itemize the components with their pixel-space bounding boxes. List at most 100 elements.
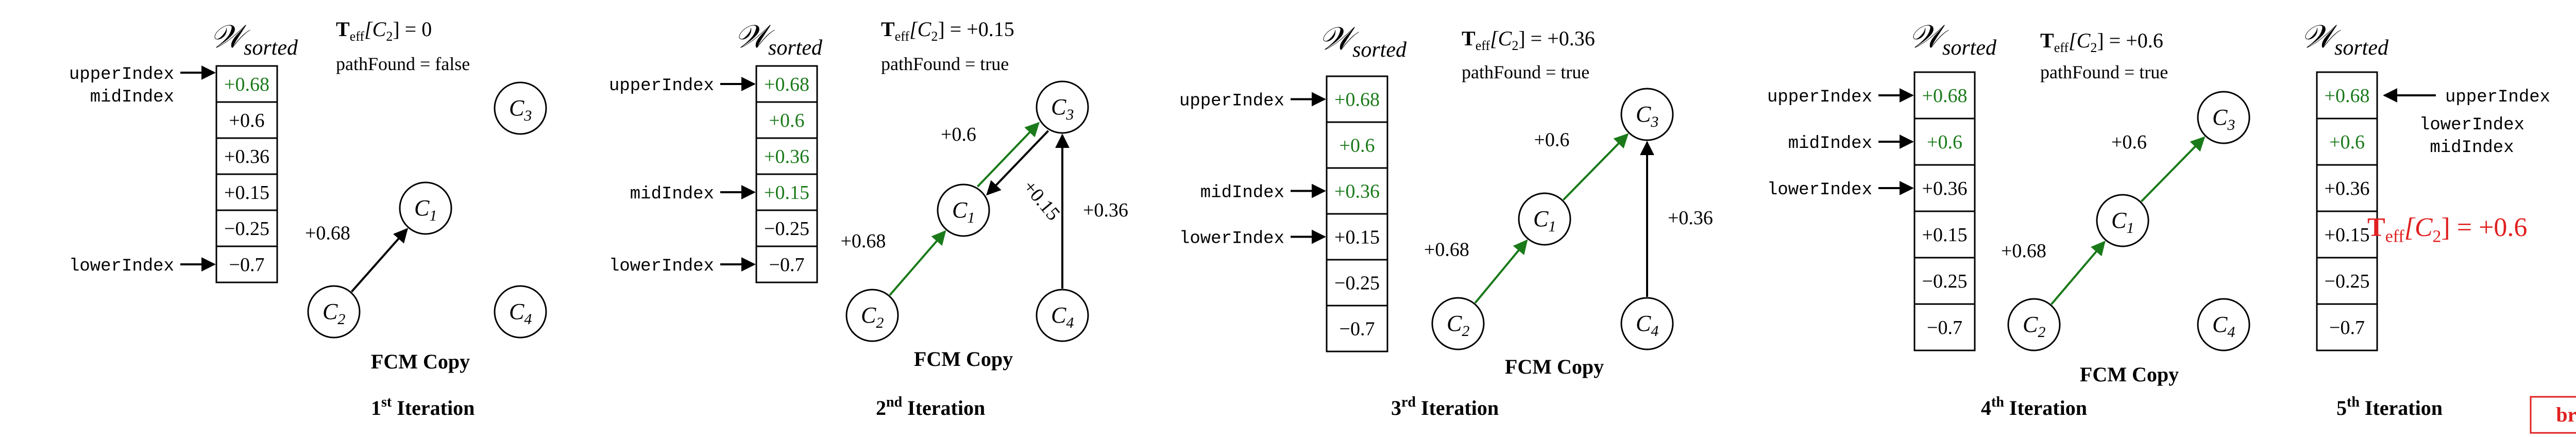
index-pointer-label: midIndex [1788,134,1872,154]
index-pointer-label: upperIndex [1179,92,1284,111]
weights-table-cell [755,245,818,283]
index-pointer-label: lowerIndex [69,257,174,276]
panel-iteration-2: 𝒲sorted Teff[C2] = +0.15 pathFound = true +… [609,18,1128,419]
concept-node-c4 [494,285,547,339]
fcm-copy-label: FCM Copy [371,350,470,373]
panel-iteration-5: 𝒲sorted +0.68 +0.6 +0.36 +0.15 −0.25 −0.7 upper… [2301,20,2576,434]
concept-node-label: C3 [2212,105,2235,133]
concept-node-label: C4 [1636,311,1658,340]
concept-node-label: C2 [861,302,884,331]
weights-sorted-title: 𝒲sorted [1319,22,1407,62]
weights-table-cell [2316,257,2378,305]
fcm-copy-label: FCM Copy [2080,363,2179,386]
weights-table-cell [1326,75,1388,123]
weight-value: −0.7 [2329,317,2365,339]
weight-value: +0.15 [2325,224,2370,246]
teff-value: Teff[C2] = +0.15 [881,18,1014,44]
weight-value: +0.15 [1334,227,1380,248]
path-found-value: pathFound = true [2040,62,2168,82]
edge-weight-label: +0.6 [1534,129,1570,151]
concept-node-label: C1 [1533,206,1556,235]
concept-node-label: C1 [952,197,975,226]
weights-table-cell [1913,164,1976,212]
edge-weight-label: +0.68 [1424,239,1469,261]
index-pointer-label: upperIndex [1767,88,1872,107]
fcm-edge [2140,136,2206,203]
weights-table-cell [1913,303,1976,351]
weights-table-cell [215,173,278,211]
teff-value: Teff[C2] = +0.36 [1462,27,1595,53]
concept-node-c2 [1431,297,1485,350]
weights-sorted-title: 𝒲sorted [1909,20,1997,60]
weight-value: +0.36 [1922,178,1968,199]
weight-value: +0.36 [764,146,809,167]
concept-node-label: C2 [323,299,345,328]
concept-node-c4 [1036,289,1089,342]
panel-iteration-1: 𝒲sorted Teff[C2] = 0 pathFound = false +0.6… [69,18,547,419]
concept-node-c2 [307,285,361,339]
concept-node-c4 [1620,297,1674,350]
weight-value: +0.15 [764,182,809,204]
weights-table: +0.68 +0.6 +0.36 +0.15 −0.25 −0.7 [1913,71,1976,351]
concept-node-c1 [399,181,452,235]
fcm-edge [976,122,1040,188]
concept-node-label: C4 [1051,302,1074,331]
concept-node-label: C2 [1447,311,1469,340]
weight-value: −0.7 [769,254,805,276]
index-pointer-label: lowerIndex [1179,229,1284,249]
fcm-copy-label: FCM Copy [914,347,1013,371]
index-pointer-label: upperIndex [609,76,714,96]
weight-value: −0.25 [224,218,269,240]
fcm-edge [1474,239,1528,304]
index-pointer-label: midIndex [2430,138,2514,158]
break-label: break [2556,403,2576,426]
edge-weight-label: +0.68 [2001,240,2046,262]
weight-value: +0.36 [224,146,269,167]
index-pointer-label: upperIndex [69,65,174,85]
weight-value: +0.68 [764,74,809,95]
iteration-caption: 5th Iteration [2336,394,2443,419]
fcm-edge [889,230,946,296]
concept-node-c3 [494,81,547,135]
weights-sorted-title: 𝒲sorted [735,20,823,60]
weights-table: +0.68 +0.6 +0.36 +0.15 −0.25 −0.7 [2316,71,2378,351]
iteration-caption: 4th Iteration [1981,394,2087,419]
weights-table-cell [2316,303,2378,351]
weights-sorted-title: 𝒲sorted [210,20,298,60]
index-pointer-label: midIndex [90,88,174,107]
weight-value: −0.25 [1922,271,1968,292]
edge-weight-label: +0.36 [1668,207,1713,229]
concept-node-c2 [845,289,899,342]
weight-value: +0.68 [1922,85,1968,107]
index-pointer-label: midIndex [630,184,714,204]
iteration-caption: 2nd Iteration [876,394,985,419]
concept-node-label: C4 [509,299,532,328]
concept-node-c1 [1518,192,1571,246]
edge-weight-label: +0.6 [941,124,976,145]
index-pointer-label: lowerIndex [1767,180,1872,200]
concept-node-c4 [2197,298,2250,351]
concept-node-c3 [1620,88,1674,141]
weight-value: −0.7 [229,254,265,276]
weights-table-cell [215,65,278,103]
weight-value: +0.6 [769,110,805,131]
iteration-caption: 1st Iteration [371,394,474,419]
fcm-edge [1562,133,1629,201]
weight-value: +0.15 [224,182,269,204]
path-found-value: pathFound = true [881,54,1009,74]
path-found-value: pathFound = false [336,54,470,74]
index-pointer-label: midIndex [1200,183,1284,203]
concept-node-label: C3 [1636,102,1658,130]
weights-table-cell [755,209,818,247]
teff-value: Teff[C2] = +0.6 [2040,29,2163,55]
concept-node-label: C4 [2212,312,2235,341]
weights-table-cell [755,101,818,139]
concept-node-label: C3 [1051,94,1074,123]
fcm-edge [2050,240,2106,305]
concept-node-label: C2 [2023,312,2045,341]
edge-weight-label: +0.36 [1083,199,1128,221]
final-teff-result: Teff[C2] = +0.6 [2367,213,2527,246]
weights-table-cell [2316,210,2378,259]
iteration-caption: 3rd Iteration [1391,394,1499,419]
weight-value: −0.7 [1927,317,1962,339]
